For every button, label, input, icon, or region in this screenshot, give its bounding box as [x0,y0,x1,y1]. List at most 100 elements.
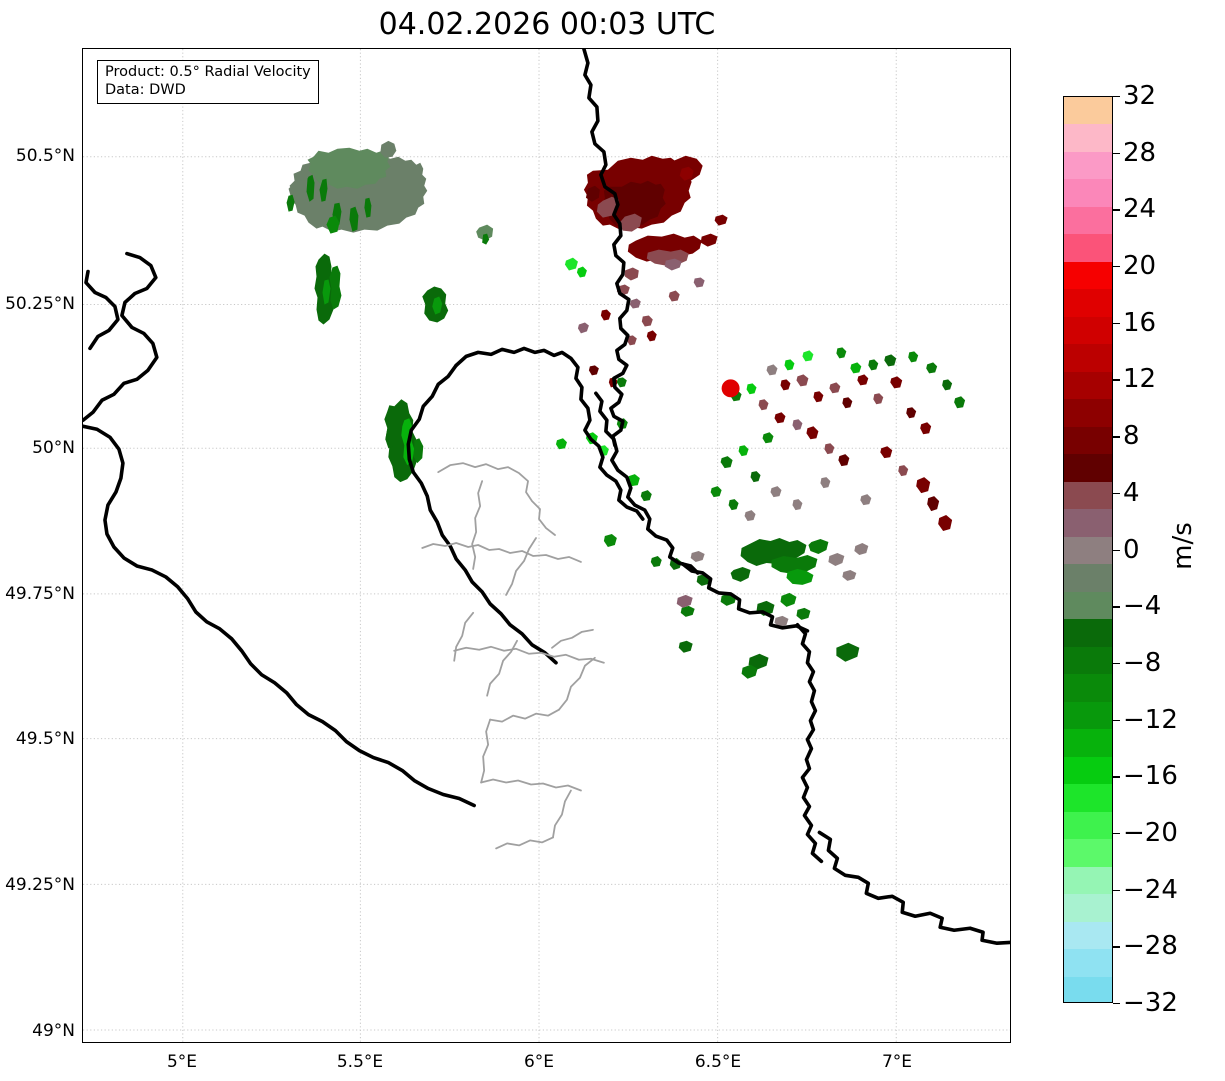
y-tick-label: 49.5°N [15,729,75,749]
gridlines [83,49,1010,1042]
colorbar-tick [1113,719,1120,721]
y-tick-label: 49.75°N [5,584,75,604]
colorbar-segment [1064,536,1112,565]
colorbar-segment [1064,921,1112,950]
echo-east-speckle-field [710,347,966,532]
colorbar-segment [1064,454,1112,482]
colorbar-tick [1113,946,1120,948]
colorbar-tick-label: −24 [1123,874,1178,905]
y-tick-label: 49.25°N [5,875,75,895]
page-title: 04.02.2026 00:03 UTC [378,7,716,42]
colorbar-segment [1064,949,1112,977]
x-tick-label: 5°E [166,1052,198,1072]
y-tick-label: 49°N [32,1021,75,1041]
colorbar-tick-label: −32 [1123,988,1178,1018]
colorbar: 32 28 24 20 16 12 8 4 0 −4 −8 −12 −16 −20 −24 −28 −32 [1063,81,1178,1018]
colorbar-tick [1113,1003,1120,1005]
x-tick-label: 5.5°E [336,1052,384,1072]
colorbar-axis-label: m/s [1168,522,1198,570]
radar-site-marker[interactable] [721,379,740,398]
canton-boundaries [421,462,605,850]
product-info-box: Product: 0.5° Radial Velocity Data: DWD [97,60,319,104]
echo-south-green-streaks [676,550,860,679]
colorbar-segment [1064,481,1112,510]
colorbar-segment [1064,234,1112,262]
colorbar-segment [1064,674,1112,702]
colorbar-tick [1113,152,1120,155]
colorbar-segment [1064,756,1112,785]
colorbar-segment [1064,261,1112,290]
colorbar-segment [1064,564,1112,592]
colorbar-segment [1064,839,1112,867]
colorbar-tick [1113,776,1120,778]
colorbar-tick-label: 20 [1123,251,1157,282]
colorbar-gradient [1063,96,1113,1003]
colorbar-tick [1113,492,1120,495]
colorbar-tick [1113,322,1120,325]
colorbar-segment [1064,344,1112,372]
radar-echo-layer [286,140,966,679]
colorbar-tick [1113,96,1120,98]
colorbar-segment [1064,399,1112,427]
echo-small-green-west [476,224,494,245]
colorbar-segment [1064,179,1112,207]
colorbar-segment [1064,701,1112,730]
colorbar-tick-label: 24 [1123,194,1157,225]
x-tick-label: 6°E [523,1052,555,1072]
colorbar-tick-label: 4 [1123,477,1140,508]
colorbar-segment [1064,894,1112,922]
colorbar-segment [1064,316,1112,345]
echo-green-patch-mid [422,286,449,323]
colorbar-tick-label: 0 [1123,534,1140,565]
colorbar-segment [1064,289,1112,317]
map-axes[interactable]: Product: 0.5° Radial Velocity Data: DWD [82,48,1011,1043]
colorbar-segment [1064,591,1112,620]
colorbar-tick-label: 12 [1123,364,1157,395]
colorbar-tick [1113,209,1120,211]
colorbar-tick [1113,549,1120,551]
map-canvas [83,49,1010,1042]
product-info-line1: Product: 0.5° Radial Velocity [105,64,311,80]
y-tick-label: 50°N [32,438,75,458]
colorbar-segment [1064,371,1112,400]
colorbar-segment [1064,124,1112,152]
colorbar-segment [1064,206,1112,235]
colorbar-segment [1064,784,1112,812]
colorbar-tick-label: −28 [1123,931,1178,962]
luxembourg-outline [406,346,645,665]
colorbar-tick-label: 16 [1123,307,1157,338]
colorbar-segment [1064,509,1112,537]
y-tick-label: 50.5°N [15,146,75,166]
colorbar-tick-label: −8 [1123,647,1162,678]
echo-west-green-cluster [384,399,424,483]
colorbar-tick-label: −16 [1123,761,1178,792]
x-tick-label: 6.5°E [694,1052,742,1072]
product-info-line2: Data: DWD [105,81,186,98]
colorbar-tick [1113,889,1120,892]
colorbar-tick-label: 32 [1123,81,1157,111]
colorbar-tick-label: −4 [1123,591,1162,622]
echo-ne-red-band [624,233,718,281]
colorbar-segment [1064,729,1112,757]
colorbar-segment [1064,151,1112,180]
colorbar-tick [1113,832,1120,835]
colorbar-tick [1113,606,1120,608]
colorbar-segment [1064,426,1112,455]
colorbar-tick-label: −12 [1123,704,1178,735]
x-tick-label: 7°E [881,1052,913,1072]
colorbar-tick [1113,266,1120,268]
colorbar-segment [1064,646,1112,675]
echo-nw-green-streak [314,253,342,325]
country-borders [83,49,1010,945]
colorbar-tick [1113,436,1120,438]
colorbar-tick [1113,379,1120,381]
colorbar-tick-label: −20 [1123,817,1178,848]
colorbar-tick-label: 28 [1123,137,1157,168]
colorbar-segment [1064,866,1112,895]
colorbar-tick [1113,662,1120,665]
colorbar-segment [1064,619,1112,647]
y-tick-label: 50.25°N [5,294,75,314]
echo-nw-graygreen [286,140,428,234]
colorbar-segment [1064,811,1112,840]
